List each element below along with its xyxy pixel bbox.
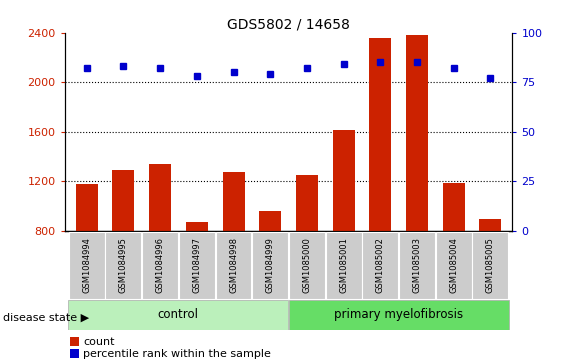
Bar [179,232,215,299]
Bar [252,232,288,299]
Bar [333,130,355,231]
Text: GSM1085004: GSM1085004 [449,237,458,293]
Bar [149,164,171,231]
Bar [70,349,79,358]
Bar [289,232,325,299]
Bar [142,232,178,299]
Text: GSM1085003: GSM1085003 [413,237,422,293]
Bar [216,232,252,299]
Text: GSM1085002: GSM1085002 [376,237,385,293]
Text: count: count [83,337,114,347]
Text: primary myelofibrosis: primary myelofibrosis [334,309,463,321]
Text: GSM1084997: GSM1084997 [193,237,202,293]
Bar [113,170,135,231]
Text: GSM1085000: GSM1085000 [302,237,311,293]
Bar [362,232,398,299]
Text: GSM1084999: GSM1084999 [266,237,275,293]
Bar [69,300,288,330]
Bar [399,232,435,299]
Text: GSM1085005: GSM1085005 [486,237,495,293]
Bar [369,38,391,231]
Bar [70,338,79,346]
Bar [443,183,464,231]
Text: GSM1084998: GSM1084998 [229,237,238,293]
Bar [69,232,105,299]
Bar [479,219,501,231]
Bar [472,232,508,299]
Bar [76,184,98,231]
Bar [259,211,281,231]
Bar [436,232,472,299]
Bar [406,34,428,231]
Bar [222,172,244,231]
Bar [325,232,361,299]
Bar [105,232,141,299]
Bar [296,175,318,231]
Bar [186,222,208,231]
Text: GSM1085001: GSM1085001 [339,237,348,293]
Text: disease state ▶: disease state ▶ [3,313,89,323]
Text: GSM1084995: GSM1084995 [119,237,128,293]
Title: GDS5802 / 14658: GDS5802 / 14658 [227,17,350,32]
Bar [289,300,508,330]
Text: GSM1084994: GSM1084994 [82,237,91,293]
Text: percentile rank within the sample: percentile rank within the sample [83,349,271,359]
Text: control: control [158,309,199,321]
Text: GSM1084996: GSM1084996 [155,237,164,293]
